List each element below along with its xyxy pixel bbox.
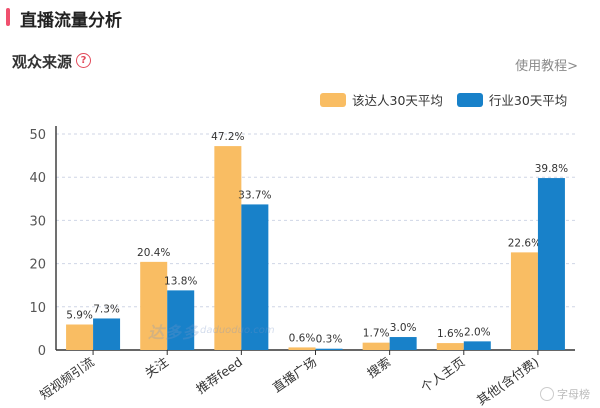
question-circle-icon[interactable]: ? xyxy=(76,53,91,68)
data-label: 3.0% xyxy=(390,322,417,334)
x-tick-label: 其他(含付费) xyxy=(474,354,542,408)
bar-series-a xyxy=(140,261,168,350)
y-tick-label: 40 xyxy=(29,171,46,186)
data-label: 13.8% xyxy=(164,275,197,287)
data-label: 20.4% xyxy=(137,247,170,259)
footer-credit: 字母榜 xyxy=(540,386,590,402)
y-tick-label: 20 xyxy=(29,258,46,273)
data-label: 7.3% xyxy=(93,303,120,315)
bar-series-b xyxy=(93,318,121,350)
y-tick-label: 50 xyxy=(29,128,46,143)
y-tick-label: 30 xyxy=(29,214,46,229)
x-tick-label: 直播广场 xyxy=(270,354,320,395)
bar-series-b xyxy=(389,337,417,350)
bar-series-a xyxy=(510,252,538,350)
footer-credit-label: 字母榜 xyxy=(557,388,590,401)
bar-series-a xyxy=(288,347,316,350)
data-label: 47.2% xyxy=(211,131,244,143)
legend-swatch-series-a xyxy=(320,92,346,107)
chart-legend: 该达人30天平均 行业30天平均 xyxy=(320,90,581,109)
bar-series-b xyxy=(167,290,195,350)
data-label: 0.3% xyxy=(316,334,343,346)
legend-item-series-b[interactable]: 行业30天平均 xyxy=(456,90,568,109)
bar-series-a xyxy=(66,324,94,350)
data-label: 0.6% xyxy=(289,332,316,344)
y-tick-label: 10 xyxy=(29,301,46,316)
title-accent-bar xyxy=(6,8,10,26)
data-label: 1.6% xyxy=(437,328,464,340)
x-tick-label: 短视频引流 xyxy=(37,354,97,402)
legend-swatch-series-b xyxy=(456,92,483,107)
data-label: 1.7% xyxy=(363,328,390,340)
bar-series-a xyxy=(362,342,390,350)
watermark-logo: 达多多 xyxy=(148,323,200,342)
legend-item-series-a[interactable]: 该达人30天平均 xyxy=(320,90,443,109)
section-title: 观众来源 xyxy=(12,53,73,71)
watermark-domain: daduoduo.com xyxy=(200,325,275,336)
x-tick-label: 推荐feed xyxy=(193,354,245,397)
bar-series-b xyxy=(315,348,343,350)
data-label: 22.6% xyxy=(508,237,541,249)
data-label: 33.7% xyxy=(238,189,271,201)
legend-label-series-a: 该达人30天平均 xyxy=(352,93,443,108)
y-tick-label: 0 xyxy=(38,344,46,359)
data-label: 2.0% xyxy=(464,326,491,338)
bar-series-a xyxy=(436,343,464,350)
x-tick-label: 关注 xyxy=(142,354,171,381)
data-label: 5.9% xyxy=(66,310,93,322)
data-label: 39.8% xyxy=(535,163,568,175)
bar-series-b xyxy=(241,204,269,350)
weibo-icon xyxy=(540,387,554,401)
legend-label-series-b: 行业30天平均 xyxy=(488,93,568,108)
bar-series-a xyxy=(214,146,242,350)
page-title: 直播流量分析 xyxy=(20,11,122,31)
x-tick-label: 个人主页 xyxy=(418,354,468,395)
tutorial-link[interactable]: 使用教程> xyxy=(515,59,578,74)
x-tick-label: 搜索 xyxy=(364,354,393,381)
bar-series-b xyxy=(537,178,565,350)
bar-series-b xyxy=(463,341,491,350)
